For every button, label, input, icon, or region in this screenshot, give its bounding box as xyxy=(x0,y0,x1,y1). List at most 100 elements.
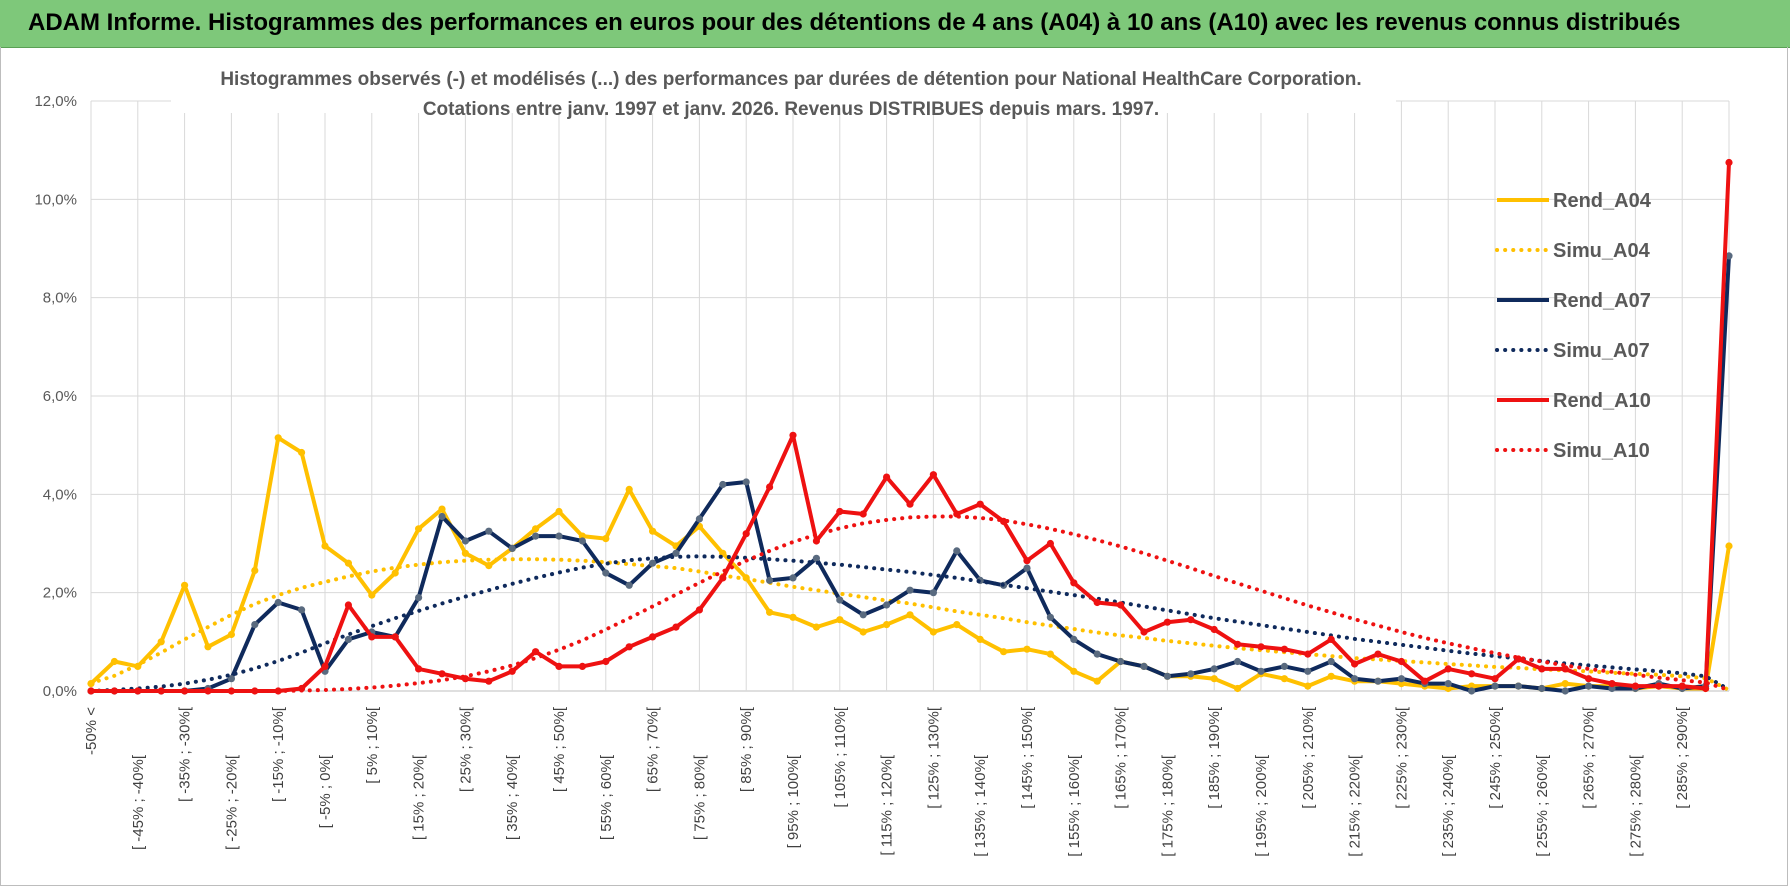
data-point xyxy=(415,525,423,533)
series-line xyxy=(89,554,1731,693)
data-point xyxy=(368,591,376,599)
data-point xyxy=(906,586,914,594)
data-point xyxy=(532,525,540,533)
data-point xyxy=(321,542,329,550)
legend-label: Rend_A07 xyxy=(1553,290,1651,312)
data-point xyxy=(953,547,961,555)
y-tick-label: 12,0% xyxy=(34,93,77,110)
data-point xyxy=(859,628,867,636)
data-point xyxy=(438,512,446,521)
data-point xyxy=(649,633,657,641)
data-point xyxy=(766,576,774,585)
chart-title-background xyxy=(171,55,1396,113)
legend-label: Simu_A04 xyxy=(1553,240,1651,262)
data-point xyxy=(1234,640,1242,648)
data-point xyxy=(1327,635,1335,644)
x-axis-tick-labels: -50% < [ -45% ; -40%[[ -35% ; -30%[[ -25%… xyxy=(83,706,1691,857)
data-point xyxy=(508,667,516,675)
x-tick-label: [ -45% ; -40%[ xyxy=(130,754,147,850)
data-point xyxy=(251,566,259,575)
data-point xyxy=(929,471,938,479)
series-Simu_A07 xyxy=(89,554,1731,693)
legend-item: Rend_A10 xyxy=(1497,390,1651,412)
legend-item: Simu_A10 xyxy=(1495,440,1650,462)
x-tick-label: [ 235% ; 240%[ xyxy=(1440,754,1457,857)
data-point xyxy=(1678,682,1686,690)
data-point xyxy=(1374,677,1382,685)
x-tick-label: [ 285% ; 290%[ xyxy=(1674,706,1691,809)
data-point xyxy=(625,485,633,493)
header-bar: ADAM Informe. Histogrammes des performan… xyxy=(0,0,1790,48)
data-point xyxy=(532,648,540,656)
data-point xyxy=(1163,672,1171,680)
series-Rend_A04 xyxy=(87,434,1733,693)
data-point xyxy=(1538,684,1546,693)
legend-label: Simu_A07 xyxy=(1553,340,1650,362)
x-tick-label: [ -35% ; -30%[ xyxy=(177,706,194,802)
data-point xyxy=(1210,625,1218,634)
data-point xyxy=(227,675,235,683)
data-point xyxy=(344,601,352,609)
data-point xyxy=(1397,657,1405,666)
x-tick-label: [ 275% ; 280%[ xyxy=(1627,754,1644,857)
data-point xyxy=(1351,675,1359,683)
data-point xyxy=(251,621,259,629)
x-tick-label: [ 115% ; 120%[ xyxy=(879,754,896,855)
y-tick-label: 2,0% xyxy=(43,585,77,602)
data-point xyxy=(1280,662,1288,671)
data-point xyxy=(274,598,282,607)
data-point xyxy=(1163,618,1171,626)
data-point xyxy=(1210,675,1218,683)
data-point xyxy=(1374,650,1382,658)
x-tick-label: [ 95% ; 100%[ xyxy=(785,754,802,848)
data-point xyxy=(625,643,633,651)
data-point xyxy=(1327,672,1335,680)
data-point xyxy=(976,635,984,644)
data-point xyxy=(859,611,867,619)
x-tick-label: [ 185% ; 190%[ xyxy=(1206,706,1223,809)
data-point xyxy=(695,606,704,614)
data-point xyxy=(766,608,774,616)
data-point xyxy=(1351,660,1359,668)
x-tick-label: [ 105% ; 110%[ xyxy=(832,706,849,807)
data-point xyxy=(602,569,610,577)
x-tick-label: [ -25% ; -20%[ xyxy=(223,754,240,850)
data-point xyxy=(344,635,352,644)
data-point xyxy=(1538,665,1546,673)
data-point xyxy=(1468,687,1476,695)
data-point xyxy=(555,507,563,516)
data-point xyxy=(1023,645,1031,653)
data-point xyxy=(1397,675,1405,683)
data-point xyxy=(391,569,399,577)
y-tick-label: 0,0% xyxy=(43,683,77,700)
data-point xyxy=(438,505,446,513)
data-point xyxy=(1046,539,1054,548)
x-tick-label: [ 45% ; 50%[ xyxy=(551,706,568,792)
legend: Rend_A04 Simu_A04 Rend_A07 Simu_A07 Rend_A10… xyxy=(1495,190,1652,462)
data-point xyxy=(204,687,212,695)
data-point xyxy=(1070,667,1078,675)
data-point xyxy=(1421,677,1429,685)
data-point xyxy=(1234,684,1242,693)
y-tick-label: 4,0% xyxy=(43,486,77,503)
data-point xyxy=(719,480,727,489)
data-point xyxy=(719,574,727,582)
data-point xyxy=(415,594,423,602)
data-point xyxy=(1093,598,1101,607)
data-point xyxy=(1561,687,1569,695)
legend-item: Rend_A04 xyxy=(1497,190,1652,212)
x-tick-label: [ 225% ; 230%[ xyxy=(1393,706,1410,809)
data-point xyxy=(1655,682,1663,690)
data-point xyxy=(883,601,891,609)
data-point xyxy=(181,687,189,695)
data-point xyxy=(344,559,352,567)
x-tick-label: [ 55% ; 60%[ xyxy=(598,754,615,840)
legend-label: Simu_A10 xyxy=(1553,440,1650,462)
data-point xyxy=(859,510,867,518)
data-point xyxy=(812,537,821,545)
series-Rend_A07 xyxy=(87,252,1733,695)
series-Simu_A04 xyxy=(89,557,1731,692)
x-tick-label: [ -5% ; 0%[ xyxy=(317,754,334,828)
data-point xyxy=(485,562,493,570)
data-point xyxy=(1631,682,1639,690)
